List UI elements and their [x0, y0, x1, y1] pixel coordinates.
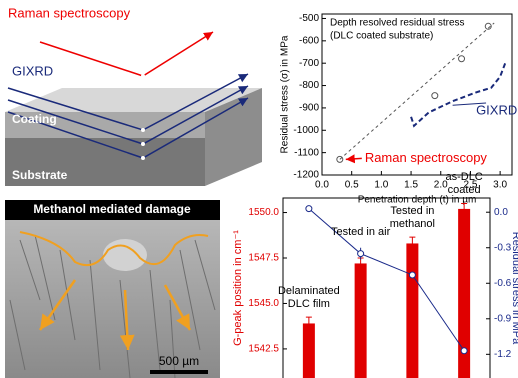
y-tick-label: -800 — [299, 80, 319, 91]
x-tick-label: 3.0 — [493, 180, 507, 191]
y-axis-label: Residual stress (σ) in MPa — [280, 35, 291, 153]
raman-spot — [141, 74, 145, 78]
bar — [354, 263, 367, 378]
data-point — [458, 55, 466, 63]
y-tick-label: -1000 — [293, 125, 319, 136]
block-top — [5, 88, 262, 112]
substrate-label: Substrate — [12, 168, 68, 182]
y2-axis-label: Residual stress in MPa — [510, 232, 518, 345]
data-point — [305, 205, 313, 213]
x-tick-label: 2.5 — [463, 180, 477, 191]
x-tick-label: 0.0 — [315, 180, 329, 191]
y2-tick-label: -1.2 — [494, 349, 512, 360]
scale-bar — [150, 370, 208, 374]
series-line — [308, 208, 465, 352]
annotation: Raman spectroscopy — [365, 150, 488, 165]
data-point — [484, 22, 492, 30]
y2-tick-label: -0.6 — [494, 278, 512, 289]
y2-tick-label: -0.9 — [494, 313, 512, 324]
x-tick-label: 0.5 — [345, 180, 359, 191]
xray-spot — [141, 156, 145, 160]
error-bar — [461, 202, 468, 215]
y-tick-label: -700 — [299, 58, 319, 69]
series-line — [410, 60, 507, 128]
category-label: Delaminated DLC film — [277, 285, 340, 311]
bar — [406, 243, 419, 378]
y2-tick-label: -0.3 — [494, 242, 512, 253]
y-axis-label: G-peak position in cm⁻¹ — [232, 230, 244, 346]
raman-beam — [39, 31, 214, 77]
x-axis-label: Penetration depth (t) in µm — [358, 195, 477, 206]
series-line — [339, 22, 495, 160]
error-bar — [409, 236, 416, 250]
plot-frame — [321, 13, 513, 176]
x-tick-label: 2.0 — [434, 180, 448, 191]
xray-spot — [141, 142, 145, 146]
data-point — [460, 347, 468, 355]
y2-tick-label: 0.0 — [494, 207, 508, 218]
sem-background — [5, 200, 220, 378]
y-tick-label: -500 — [299, 13, 319, 24]
damage-front — [19, 231, 209, 266]
sem-title: Methanol mediated damage — [33, 202, 191, 216]
y-tick-label: -1200 — [293, 170, 319, 181]
diagram: Raman spectroscopy GIXRD Coating Substra… — [5, 5, 262, 186]
y-tick-label: -600 — [299, 35, 319, 46]
block-side — [205, 88, 262, 186]
damage-region — [103, 239, 147, 271]
coating-label: Coating — [12, 112, 57, 126]
substrate-layer — [5, 138, 205, 186]
y-tick-label: 1542.5 — [248, 344, 279, 355]
gixrd-label: GIXRD — [12, 63, 53, 78]
bar — [458, 208, 471, 378]
y-tick-label: -900 — [299, 103, 319, 114]
category-label: Tested in methanol — [389, 205, 435, 231]
x-tick-label: 1.5 — [404, 180, 418, 191]
sem-title-bar — [5, 200, 220, 220]
plot-frame — [282, 197, 491, 378]
sem-texture — [9, 234, 216, 378]
bar — [302, 323, 315, 378]
annotation-arrow — [345, 154, 362, 164]
chart-title: Depth resolved residual stress — [330, 18, 465, 29]
y-tick-label: 1545.0 — [248, 298, 279, 309]
chart-subtitle: (DLC coated substrate) — [330, 31, 433, 42]
category-label: as-DLC coated — [445, 171, 483, 197]
category-label: Tested in air — [330, 226, 391, 238]
flow-arrow — [38, 279, 77, 331]
flow-arrow — [119, 289, 135, 351]
sem-image: Methanol mediated damage 500 µm — [5, 200, 220, 378]
data-point — [431, 92, 439, 100]
flow-arrow — [163, 284, 192, 331]
raman-label: Raman spectroscopy — [8, 5, 131, 20]
scale-label: 500 µm — [159, 354, 199, 368]
data-point — [408, 271, 416, 279]
y-tick-label: -1100 — [294, 147, 319, 158]
series-label-pointer — [452, 102, 487, 106]
coating-layer — [5, 112, 205, 138]
data-point — [357, 250, 365, 258]
x-tick-label: 1.0 — [374, 180, 388, 191]
xray-spot — [141, 128, 145, 132]
y-tick-label: 1550.0 — [248, 207, 279, 218]
y-tick-label: 1547.5 — [248, 253, 279, 264]
series-label: GIXRD — [476, 102, 517, 117]
error-bar — [305, 316, 312, 330]
